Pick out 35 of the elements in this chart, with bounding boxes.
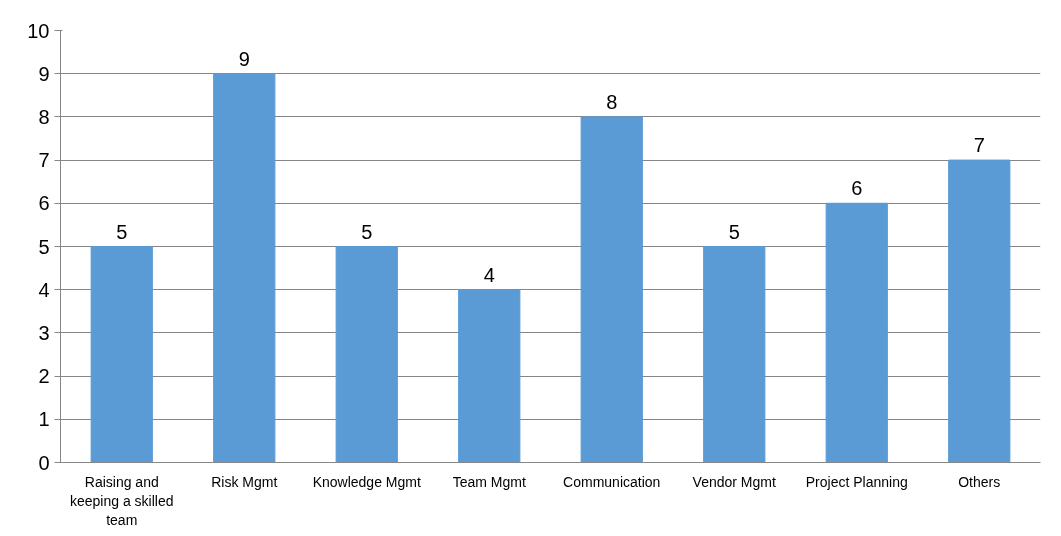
y-tick-label: 4	[38, 278, 50, 301]
y-tick-label: 6	[38, 192, 50, 215]
y-tick-label: 10	[27, 19, 50, 42]
x-tick-label: Project Planning	[805, 473, 908, 490]
x-tick-label: Vendor Mgmt	[692, 473, 776, 490]
data-label: 7	[973, 134, 985, 157]
x-tick-label: Knowledge Mgmt	[312, 473, 421, 490]
bar	[458, 289, 521, 463]
data-label: 4	[483, 263, 495, 286]
bar	[703, 246, 766, 463]
bar	[825, 202, 888, 463]
data-label: 5	[116, 220, 128, 243]
data-label: 5	[361, 220, 373, 243]
x-tick-label: Team Mgmt	[452, 473, 526, 490]
x-tick-label: Others	[958, 473, 1001, 490]
data-label: 9	[238, 47, 250, 70]
data-label: 8	[606, 90, 618, 113]
bar	[335, 246, 398, 463]
y-tick-label: 7	[38, 149, 50, 172]
bar	[90, 246, 153, 463]
bar	[948, 159, 1011, 463]
x-tick-label: Risk Mgmt	[211, 473, 278, 490]
x-tick-label: Communication	[563, 473, 661, 490]
y-tick-label: 3	[38, 321, 50, 344]
bar	[213, 73, 276, 463]
y-tick-label: 0	[38, 451, 50, 474]
data-label: 5	[728, 220, 740, 243]
y-tick-label: 1	[38, 408, 50, 431]
y-tick-label: 9	[38, 62, 50, 85]
bar	[580, 116, 643, 463]
y-tick-label: 8	[38, 105, 50, 128]
y-tick-label: 2	[38, 365, 50, 388]
x-tick-label: Raising and keeping a skilled team	[70, 473, 174, 528]
y-tick-label: 5	[38, 235, 50, 258]
data-label: 6	[851, 177, 863, 200]
